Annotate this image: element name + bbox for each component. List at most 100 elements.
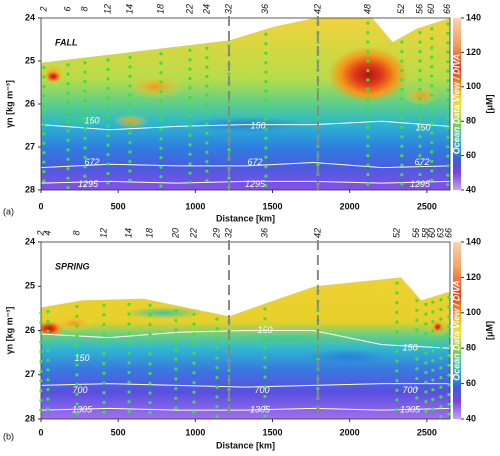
sample-dot xyxy=(215,317,219,321)
field-patch xyxy=(226,333,347,346)
sample-dot xyxy=(192,312,196,316)
sample-dot xyxy=(446,69,450,73)
sample-dot xyxy=(205,150,209,154)
sample-dot xyxy=(430,36,434,40)
sample-dot xyxy=(366,87,370,91)
sample-dot xyxy=(39,379,43,383)
sample-dot xyxy=(400,40,404,44)
sample-dot xyxy=(418,49,422,54)
sample-dot xyxy=(400,106,404,110)
sample-dot xyxy=(400,135,404,139)
x-tick-label: 2000 xyxy=(340,201,360,211)
sample-dot xyxy=(439,298,443,302)
panel-title: SPRING xyxy=(55,261,90,271)
station-samples xyxy=(39,311,43,412)
sample-dot xyxy=(66,138,70,142)
sample-dot xyxy=(46,319,50,323)
sample-dot xyxy=(447,305,451,309)
sample-dot xyxy=(439,414,443,419)
sample-dot xyxy=(418,68,422,73)
station-label: 56 xyxy=(411,228,421,238)
sample-dot xyxy=(192,342,196,346)
station-label: 18 xyxy=(144,228,154,238)
sample-dot xyxy=(366,78,370,82)
isopycnal xyxy=(41,120,450,131)
sample-dot xyxy=(439,395,443,399)
station-samples xyxy=(395,281,399,412)
sample-dot xyxy=(430,150,434,154)
sample-dot xyxy=(263,326,267,331)
sample-dot xyxy=(366,59,370,63)
sample-dot xyxy=(415,406,419,410)
colorbar-tick-label: 60 xyxy=(466,378,476,388)
sample-dot xyxy=(431,397,435,402)
sample-dot xyxy=(128,159,132,164)
sample-dot xyxy=(446,173,450,177)
station-label: 48 xyxy=(362,4,372,14)
sample-dot xyxy=(46,368,50,372)
sample-dot xyxy=(424,370,428,375)
sample-dot xyxy=(446,135,450,139)
station-label: 8 xyxy=(79,6,89,11)
sample-dot xyxy=(418,135,422,139)
sample-dot xyxy=(418,125,422,129)
x-tick-label: 1500 xyxy=(262,201,282,211)
sample-dot xyxy=(148,362,152,366)
sample-dot xyxy=(439,385,443,389)
sample-dot xyxy=(263,307,267,311)
isopycnal xyxy=(41,330,450,349)
sample-dot xyxy=(264,108,268,112)
sample-dot xyxy=(418,40,422,44)
y-tick-label: 24 xyxy=(25,12,35,22)
field-patch xyxy=(403,85,440,106)
sample-dot xyxy=(174,348,178,352)
sample-dot xyxy=(395,310,399,314)
station-samples xyxy=(418,31,422,186)
sample-dot xyxy=(83,80,87,84)
station-label: 60 xyxy=(427,228,437,238)
station-label: 60 xyxy=(426,4,436,14)
sample-dot xyxy=(174,357,178,361)
sample-dot xyxy=(66,91,70,95)
sample-dot xyxy=(66,176,70,180)
sample-dot xyxy=(42,75,46,79)
sample-dot xyxy=(205,131,209,135)
sample-dot xyxy=(215,346,219,350)
sample-dot xyxy=(366,135,370,139)
station-samples xyxy=(205,46,209,183)
sample-dot xyxy=(83,146,87,150)
sample-dot xyxy=(127,370,131,375)
sample-dot xyxy=(447,392,451,397)
colorbar-tick-label: 120 xyxy=(466,47,481,57)
station-label: 22 xyxy=(188,228,198,239)
sample-dot xyxy=(106,162,110,166)
sample-dot xyxy=(83,98,87,103)
sample-dot xyxy=(366,97,370,101)
sample-dot xyxy=(400,125,404,129)
field-patch xyxy=(123,306,204,319)
sample-dot xyxy=(66,186,70,190)
sample-dot xyxy=(188,95,192,100)
sample-dot xyxy=(66,63,70,67)
sample-dot xyxy=(127,361,131,365)
station-label: 58 xyxy=(420,228,430,238)
sample-dot xyxy=(424,302,428,306)
sample-dot xyxy=(418,31,422,35)
sample-dot xyxy=(205,46,209,50)
panel-title: FALL xyxy=(55,37,78,47)
sample-dot xyxy=(418,172,422,177)
sample-dot xyxy=(75,363,79,367)
x-tick-label: 1000 xyxy=(185,201,205,211)
sample-dot xyxy=(264,51,268,55)
credit: Ocean Data View / DIVA xyxy=(451,54,461,155)
sample-dot xyxy=(400,163,404,167)
sample-dot xyxy=(400,116,404,120)
sample-dot xyxy=(446,50,450,54)
sample-dot xyxy=(102,352,106,356)
sample-dot xyxy=(439,337,443,341)
y-axis-label: γn [kg m⁻³] xyxy=(4,80,14,128)
sample-dot xyxy=(66,82,70,86)
sample-dot xyxy=(446,79,450,83)
sample-dot xyxy=(316,387,320,391)
station-label: 8 xyxy=(71,230,81,235)
